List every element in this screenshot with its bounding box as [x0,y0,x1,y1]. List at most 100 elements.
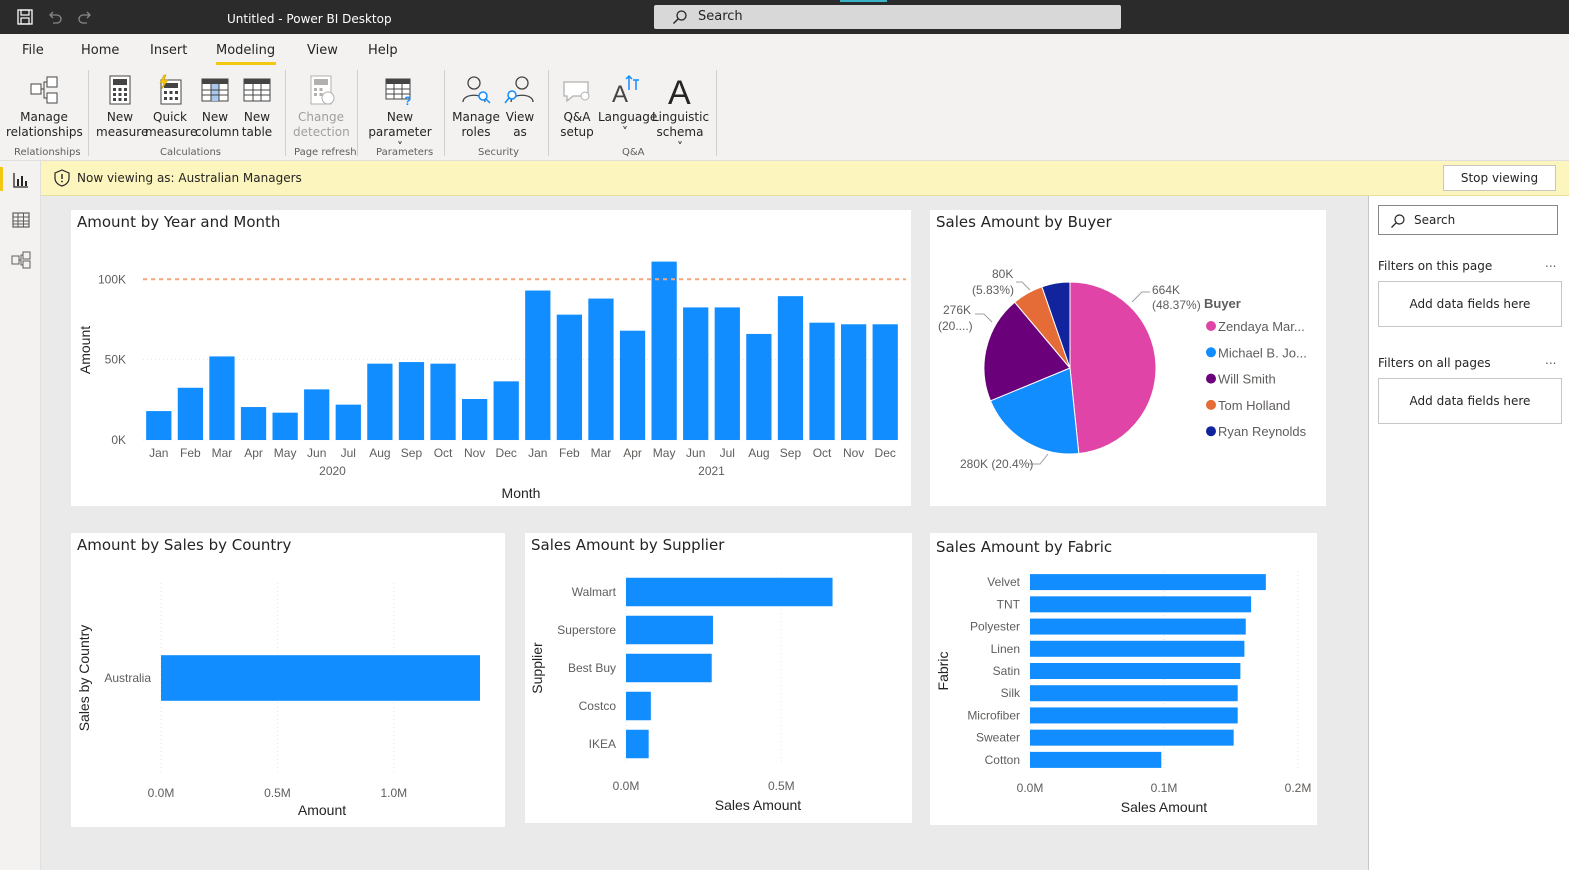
y-tick-label: Australia [104,671,151,685]
change-detection-icon [310,75,335,105]
new-measure-button[interactable]: New measure [96,74,148,140]
quick-measure-label-2: measure [145,125,198,139]
y-tick-label: 50K [105,353,126,367]
window-title: Untitled - Power BI Desktop [227,12,392,26]
data-label: 80K [992,267,1013,281]
tab-help[interactable]: Help [368,43,398,58]
x-tick-label: May [653,446,676,460]
undo-icon[interactable] [46,8,64,26]
ribbon-separator [548,70,549,156]
bar [777,296,804,440]
save-icon[interactable] [16,8,34,26]
relationships-icon [30,76,58,104]
x-tick-label: Sep [401,446,423,460]
manage-roles-button[interactable]: Manage roles [452,74,500,140]
legend-item: Tom Holland [1218,398,1290,413]
x-tick-label: Feb [180,446,201,460]
pie-slice [1041,281,1071,369]
y-tick-label: Linen [991,642,1020,656]
leader-line [1131,291,1150,303]
all-pages-filters-drop-well[interactable]: Add data fields here [1378,378,1562,424]
bar [556,314,583,440]
more-options-icon[interactable]: ... [1545,256,1557,270]
language-icon: A [612,74,639,106]
qa-setup-button[interactable]: Q&A setup [556,74,598,140]
ribbon-separator [444,70,445,156]
visual-amount-by-year-month[interactable]: Amount by Year and Month 0K 50K 100K Amount… [71,210,911,506]
x-tick-label: Apr [623,446,642,460]
y-tick-label: Walmart [572,585,617,599]
active-tab-indicator [216,62,276,65]
report-view-icon[interactable] [11,170,31,190]
x-tick-label: Oct [813,446,832,460]
visual-sales-by-supplier[interactable]: Sales Amount by Supplier 0.0M 0.5M Walmart… [525,533,912,823]
y-tick-label: Polyester [970,620,1020,634]
visual-title: Sales Amount by Fabric [936,538,1113,556]
visual-sales-by-buyer[interactable]: Sales Amount by Buyer 664K (48.37%) 280K (… [930,210,1326,506]
accent-line [840,0,887,2]
manage-relationships-button[interactable]: Manage relationships [6,74,83,140]
bar [746,333,772,440]
new-parameter-button[interactable]: ? New parameter ˅ [365,74,435,155]
linguistic-schema-button[interactable]: A Linguistic schema ˅ [652,74,710,155]
y-tick-label: Best Buy [568,661,616,675]
legend-item: Will Smith [1218,372,1276,387]
x-tick-label: Oct [434,446,453,460]
filters-search-input[interactable]: Search [1378,205,1558,235]
y-tick-label: 100K [98,272,126,286]
bar [1030,640,1245,657]
bar [177,387,204,440]
view-as-button[interactable]: View as [502,74,538,140]
data-label: 276K [943,303,971,317]
shield-icon [54,169,70,187]
qa-setup-label-2: setup [560,125,594,139]
linguistic-schema-label-1: Linguistic [652,110,710,124]
search-input[interactable]: Search [654,5,1121,29]
data-view-icon[interactable] [11,210,31,230]
bar-chart: 0.0M 0.5M 1.0M Australia Amount Sales by Coun… [76,583,481,818]
leader-line [975,313,993,323]
bar [240,407,267,440]
x-tick-label: Jan [528,446,547,460]
legend-marker [1206,426,1216,437]
bar [651,261,677,440]
tab-home[interactable]: Home [81,43,120,58]
new-parameter-label-2: parameter ˅ [368,125,432,154]
group-relationships-label: Relationships [14,147,81,158]
bar [626,729,649,759]
change-detection-button[interactable]: Change detection [293,74,350,140]
year-label: 2020 [319,464,346,478]
redo-icon[interactable] [76,8,94,26]
data-label: (5.83%) [972,283,1014,297]
column-chart: 0K 50K 100K Amount Jan Feb Mar Apr May Jun Jul Aug S… [77,261,906,501]
group-security-label: Security [478,147,520,158]
bar [619,330,646,440]
pie-slice [989,367,1080,455]
visual-title: Amount by Sales by Country [77,536,292,554]
manage-roles-label-2: roles [461,125,491,139]
y-tick-label: Satin [993,664,1020,678]
bar [272,412,298,440]
svg-text:A: A [668,74,691,106]
new-table-button[interactable]: New table [237,74,277,140]
tab-insert[interactable]: Insert [150,43,188,58]
new-table-label-1: New [243,110,271,124]
tab-file[interactable]: File [22,43,44,58]
bar [461,399,488,440]
quick-measure-button[interactable]: Quick measure [145,74,198,140]
stop-viewing-button[interactable]: Stop viewing [1443,165,1556,191]
tab-view[interactable]: View [307,43,338,58]
more-options-icon[interactable]: ... [1545,353,1557,367]
y-axis-title: Fabric [935,652,951,691]
language-button[interactable]: A Language ˅ [598,74,657,140]
filters-on-page-header: Filters on this page [1378,259,1493,273]
model-view-icon[interactable] [11,250,31,270]
tab-modeling[interactable]: Modeling [216,43,276,58]
qa-setup-icon [563,81,590,103]
new-column-button[interactable]: New column [195,74,239,140]
visual-amount-by-country[interactable]: Amount by Sales by Country 0.0M 0.5M 1.0M A… [71,533,505,827]
visual-sales-by-fabric[interactable]: Sales Amount by Fabric 0.0M 0.1M 0.2M Velve… [930,533,1317,825]
x-tick-label: May [274,446,297,460]
search-placeholder: Search [698,9,743,24]
page-filters-drop-well[interactable]: Add data fields here [1378,281,1562,327]
